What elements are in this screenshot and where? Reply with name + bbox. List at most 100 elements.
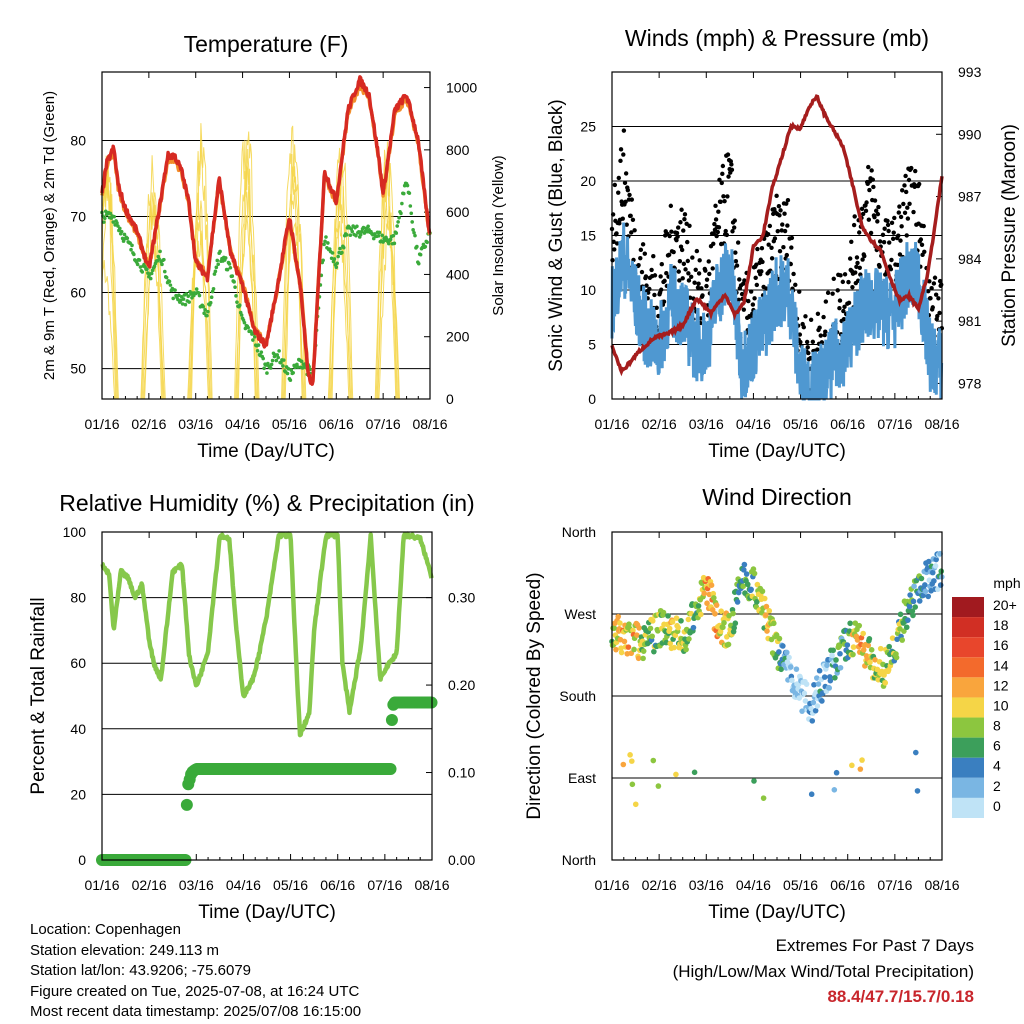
gust-point xyxy=(735,240,741,245)
wind-direction-point xyxy=(734,599,741,605)
colorbar-label: 16 xyxy=(993,637,1009,653)
gust-point xyxy=(649,267,654,273)
wind-direction-point xyxy=(750,566,757,572)
wind-direction-point xyxy=(776,649,782,655)
gust-point xyxy=(638,255,643,261)
gust-point xyxy=(774,193,779,199)
wind-direction-point xyxy=(857,766,864,772)
gust-point xyxy=(733,259,739,264)
colorbar-label: 6 xyxy=(993,738,1001,754)
colorbar-label: 12 xyxy=(993,677,1009,693)
y2-tick-label: 600 xyxy=(446,204,470,220)
gust-point xyxy=(772,236,778,241)
wind-direction-point xyxy=(937,582,944,588)
colorbar-swatch xyxy=(952,717,984,738)
wind-direction-point xyxy=(844,642,851,648)
gust-point xyxy=(620,216,625,221)
gust-point xyxy=(781,244,786,250)
plot-frame xyxy=(611,531,943,861)
dewpoint-point xyxy=(158,249,162,254)
dewpoint-point xyxy=(206,309,210,314)
dewpoint-point xyxy=(227,262,232,266)
dewpoint-point xyxy=(108,211,113,216)
y-tick-label: 80 xyxy=(70,132,86,148)
gust-point xyxy=(936,296,941,301)
y-tick-label: 20 xyxy=(70,786,86,802)
extremes-summary: Extremes For Past 7 Days (High/Low/Max W… xyxy=(673,933,974,1010)
gust-point xyxy=(725,194,730,199)
gust-point xyxy=(922,249,927,254)
plot-frame xyxy=(101,531,433,861)
wind-direction-point xyxy=(808,705,814,712)
y2-tick-label: 984 xyxy=(958,251,982,267)
dewpoint-point xyxy=(103,216,107,221)
wind-direction-point xyxy=(833,657,839,663)
wind-direction-point xyxy=(916,598,923,604)
gust-point xyxy=(931,281,937,286)
wind-direction-point xyxy=(909,608,916,614)
dewpoint-point xyxy=(386,241,391,246)
wind-direction-point xyxy=(865,642,872,649)
gust-point xyxy=(902,210,908,215)
dewpoint-point xyxy=(214,265,219,270)
gust-point xyxy=(729,167,735,173)
gust-point xyxy=(750,302,756,307)
dewpoint-point xyxy=(380,233,385,238)
wind-direction-point xyxy=(690,624,697,631)
wind-direction-point xyxy=(698,611,704,618)
gust-point xyxy=(748,289,754,294)
dewpoint-point xyxy=(391,233,396,238)
x-tick-label: 07/16 xyxy=(367,877,402,893)
gust-point xyxy=(679,207,684,212)
wind-direction-point xyxy=(720,624,726,631)
wind-direction-point xyxy=(938,568,945,575)
gust-point xyxy=(752,296,757,301)
station-latlon: Station lat/lon: 43.9206; -75.6079 xyxy=(30,962,252,979)
gust-point xyxy=(625,187,631,193)
gust-point xyxy=(778,208,783,213)
gust-point xyxy=(896,210,902,215)
y-tick-label: 60 xyxy=(70,655,86,671)
gust-point xyxy=(623,171,629,176)
x-tick-label: 03/16 xyxy=(689,877,724,893)
gust-point xyxy=(703,268,708,273)
dewpoint-point xyxy=(356,229,361,234)
gust-point xyxy=(680,276,685,281)
wind-direction-point xyxy=(778,666,784,673)
wind-direction-point xyxy=(640,648,647,654)
x-tick-label: 05/16 xyxy=(783,877,818,893)
wind-direction-point xyxy=(882,680,889,686)
temp-ylabel: 2m & 9m T (Red, Orange) & 2m Td (Green) xyxy=(41,91,58,380)
dewpoint-point xyxy=(215,258,220,263)
wind-direction-point xyxy=(789,677,795,684)
wind-direction-point xyxy=(889,635,896,641)
y2-tick-label: 978 xyxy=(958,375,982,391)
dewpoint-point xyxy=(233,285,237,289)
gust-point xyxy=(817,325,822,330)
dewpoint-point xyxy=(418,252,423,257)
wind-direction-point xyxy=(695,603,702,609)
precipitation-series xyxy=(96,696,438,866)
wind-direction-point xyxy=(730,610,736,617)
y2-tick-label: 800 xyxy=(446,142,470,158)
wind-direction-point xyxy=(922,588,929,595)
colorbar-swatch xyxy=(952,757,984,778)
gust-point xyxy=(685,258,691,264)
wind-direction-point xyxy=(636,625,642,631)
wind-direction-point xyxy=(618,645,624,651)
wind-direction-point xyxy=(866,636,873,642)
gust-point xyxy=(639,269,645,275)
gust-point xyxy=(911,209,916,215)
gust-point xyxy=(870,177,875,182)
wind-direction-point xyxy=(666,625,673,632)
dewpoint-point xyxy=(289,368,294,372)
gust-point xyxy=(882,226,887,231)
gust-point xyxy=(885,222,891,228)
dewpoint-point xyxy=(410,220,414,224)
dewpoint-point xyxy=(183,302,188,307)
gust-point xyxy=(852,214,857,219)
gust-point xyxy=(713,203,718,209)
gust-point xyxy=(890,236,896,241)
colorbar-swatch xyxy=(952,797,984,818)
gust-point xyxy=(889,220,895,226)
